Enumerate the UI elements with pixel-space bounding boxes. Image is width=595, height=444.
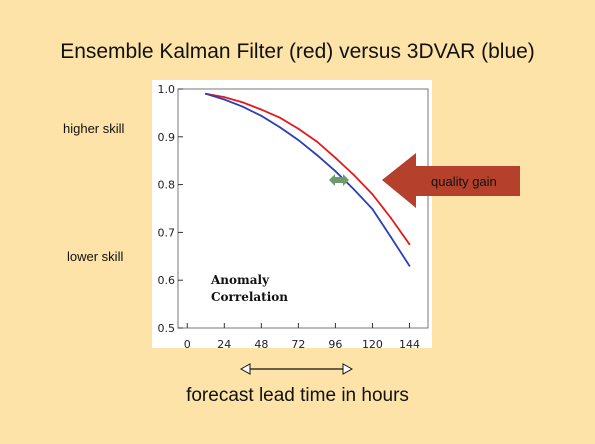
data-point-blue: [353, 188, 355, 191]
data-point-blue: [204, 92, 207, 95]
x-tick-label: 72: [291, 338, 305, 351]
data-point-red: [297, 127, 300, 130]
data-point-blue: [241, 105, 244, 108]
data-point-red: [390, 217, 392, 219]
series-group: [204, 92, 411, 267]
inset-label-box: Anomaly Correlation: [205, 266, 343, 308]
plot-frame: [177, 88, 429, 329]
data-point-blue: [408, 264, 411, 267]
data-point-red: [260, 108, 263, 111]
series-line-red: [205, 92, 411, 245]
data-point-blue: [297, 139, 300, 142]
big-arrow-shape: [382, 153, 520, 208]
small-double-arrow-icon: [329, 174, 349, 186]
inset-label-line-1: Anomaly: [210, 273, 270, 287]
data-point-red: [334, 156, 337, 159]
lower-skill-label: lower skill: [67, 249, 124, 264]
x-tick-label: 144: [399, 338, 420, 351]
x-tick-label: 24: [217, 338, 231, 351]
x-axis-caption: forecast lead time in hours: [186, 385, 409, 406]
y-tick-label: 0.9: [158, 131, 176, 144]
data-point-red: [408, 243, 411, 246]
y-tick-label: 0.5: [158, 322, 176, 335]
data-point-blue: [390, 236, 392, 239]
lead-time-arrow-right-head: [342, 363, 354, 375]
lead-time-double-arrow-icon: [239, 363, 354, 375]
inset-label-line-2: Correlation: [211, 290, 288, 304]
data-point-blue: [260, 114, 263, 117]
data-point-red: [315, 140, 318, 143]
quality-gain-arrow-icon: quality gain: [382, 153, 520, 208]
small-arrow-shape: [329, 174, 349, 186]
data-point-blue: [315, 154, 318, 156]
y-tick-label: 0.8: [158, 179, 176, 192]
inset-label-background: [205, 266, 343, 308]
x-tick-label: 120: [362, 338, 383, 351]
y-tick-label: 0.6: [158, 274, 176, 287]
data-point-red: [371, 193, 374, 196]
quality-gain-label: quality gain: [431, 174, 497, 189]
y-tick-label: 0.7: [158, 226, 176, 239]
slide-title: Ensemble Kalman Filter (red) versus 3DVA…: [60, 40, 535, 63]
axes: 0.5 0.6 0.7 0.8 0.9 1.0 0 24 48 72 96 120 144: [158, 83, 420, 351]
x-tick-label: 48: [254, 338, 268, 351]
data-point-red: [241, 101, 244, 104]
data-point-blue: [334, 170, 337, 173]
data-point-blue: [223, 98, 226, 101]
lead-time-arrow-left-head: [239, 363, 251, 375]
data-point-red: [278, 116, 281, 119]
higher-skill-label: higher skill: [63, 121, 125, 136]
y-tick-label: 1.0: [158, 83, 176, 96]
data-point-red: [223, 96, 226, 99]
data-point-blue: [278, 126, 281, 129]
data-point-red: [353, 174, 355, 176]
series-line-blue: [205, 92, 411, 267]
data-point-blue: [371, 208, 374, 210]
x-tick-label: 0: [184, 338, 191, 351]
x-tick-label: 96: [328, 338, 342, 351]
